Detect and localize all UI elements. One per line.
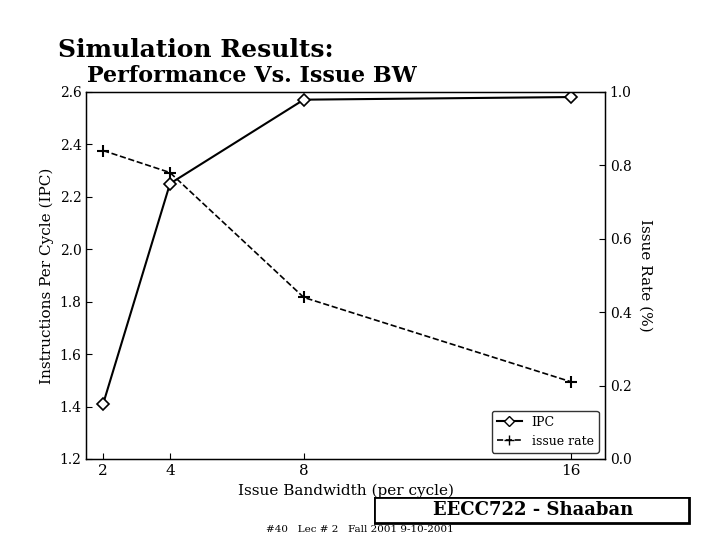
Text: Simulation Results:: Simulation Results: bbox=[58, 38, 333, 62]
X-axis label: Issue Bandwidth (per cycle): Issue Bandwidth (per cycle) bbox=[238, 483, 454, 498]
Y-axis label: Issue Rate (%): Issue Rate (%) bbox=[639, 219, 652, 332]
Text: EECC722 - Shaaban: EECC722 - Shaaban bbox=[433, 501, 634, 519]
Legend: IPC, issue rate: IPC, issue rate bbox=[492, 410, 598, 453]
Bar bbox=[374, 497, 689, 523]
Text: #40   Lec # 2   Fall 2001 9-10-2001: #40 Lec # 2 Fall 2001 9-10-2001 bbox=[266, 525, 454, 534]
Text: Performance Vs. Issue BW: Performance Vs. Issue BW bbox=[87, 65, 417, 87]
Y-axis label: Instructions Per Cycle (IPC): Instructions Per Cycle (IPC) bbox=[40, 167, 54, 383]
